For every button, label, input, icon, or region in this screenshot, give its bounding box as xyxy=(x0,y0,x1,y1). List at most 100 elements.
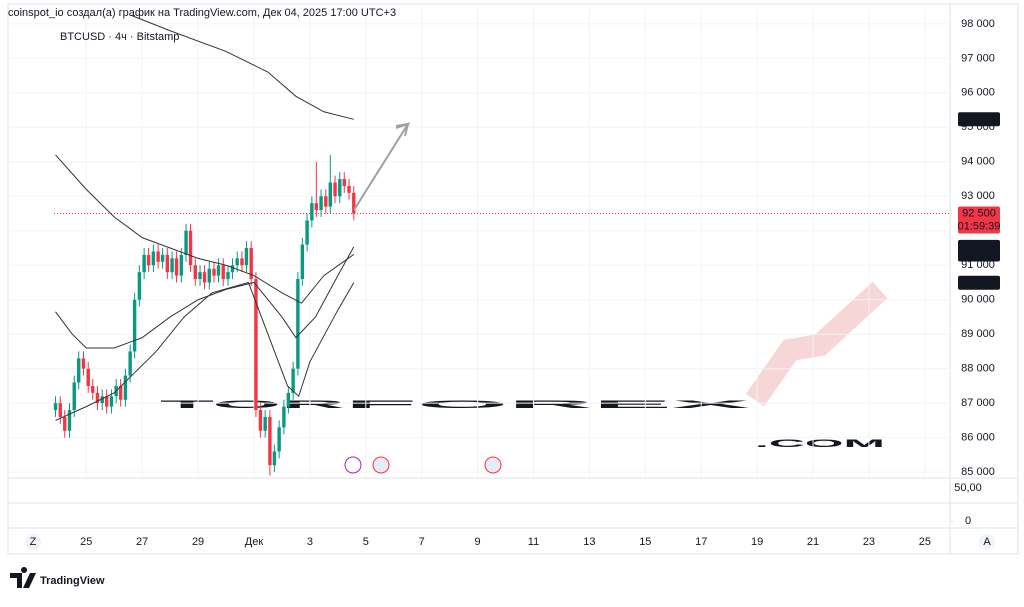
candle-body xyxy=(179,254,184,276)
y-tick-label: 94 000 xyxy=(961,156,995,168)
scale-button-label: Z xyxy=(30,536,37,548)
watermark-arrow xyxy=(745,281,888,407)
scale-button-label: A xyxy=(983,536,991,548)
x-tick-label: 9 xyxy=(475,536,481,548)
x-tick-label: 15 xyxy=(639,536,651,548)
moving-average xyxy=(55,246,355,349)
candle-body xyxy=(86,368,90,386)
price-label-box xyxy=(958,206,1000,234)
candle-body xyxy=(81,358,86,369)
x-tick-label: 5 xyxy=(363,536,369,548)
candle-body xyxy=(132,299,137,352)
y-tick-label: 97 000 xyxy=(961,52,995,64)
candle-body xyxy=(324,196,328,207)
candle-body xyxy=(63,416,67,431)
candle-body xyxy=(319,196,323,211)
candle-body xyxy=(198,272,202,280)
candle-body xyxy=(174,258,179,276)
candle-body xyxy=(328,182,332,207)
candle-body xyxy=(212,268,216,276)
y-tick-label: 88 000 xyxy=(961,363,995,375)
y-tick-label: 86 000 xyxy=(961,432,995,444)
candle-body xyxy=(146,254,151,266)
logo-icon xyxy=(10,567,36,588)
x-tick-label: 27 xyxy=(136,536,148,548)
candle-body xyxy=(67,410,72,431)
x-tick-label: 11 xyxy=(528,536,539,548)
x-tick-label: 19 xyxy=(751,536,763,548)
candle-body xyxy=(95,392,100,404)
candle-body xyxy=(77,358,81,383)
y-tick-label: 89 000 xyxy=(961,328,995,340)
event-icons xyxy=(344,456,502,474)
arrow-head xyxy=(395,122,410,137)
y-tick-label: 96 000 xyxy=(961,87,995,99)
plot xyxy=(8,8,950,478)
candle-body xyxy=(338,179,342,197)
price-label: 92 500 xyxy=(962,207,996,219)
candle-body xyxy=(202,272,207,283)
candle-body xyxy=(333,182,337,197)
candle-body xyxy=(286,392,291,407)
frame xyxy=(7,3,1019,555)
scale-button[interactable] xyxy=(979,534,995,550)
y-tick-label: 90 000 xyxy=(961,294,995,306)
y-tick-label: 85 000 xyxy=(961,466,995,478)
x-tick-label: 25 xyxy=(80,536,92,548)
candle-body xyxy=(347,185,351,193)
candle-body xyxy=(156,251,160,262)
x-tick-label: 13 xyxy=(583,536,595,548)
candle-body xyxy=(249,248,253,280)
x-tick-label: 29 xyxy=(192,536,204,548)
event-icon[interactable] xyxy=(484,456,502,474)
brand: TradingView xyxy=(40,575,105,587)
candle-body xyxy=(230,265,235,273)
y-tick-label: 91 000 xyxy=(961,259,995,271)
scale-button[interactable] xyxy=(25,534,41,550)
candle-body xyxy=(188,230,193,266)
price-label-box xyxy=(958,247,1000,262)
candle-body xyxy=(142,254,146,273)
candle-body xyxy=(221,265,225,280)
candle-body xyxy=(128,351,132,376)
y-tick-label: 87 000 xyxy=(961,397,995,409)
event-icon[interactable] xyxy=(372,456,390,474)
x-tick-label: 17 xyxy=(695,536,707,548)
x-tick-label: Дек xyxy=(245,536,264,548)
header: coinspot_io создал(а) график на TradingV… xyxy=(8,7,396,19)
candle-body xyxy=(109,396,114,407)
moving-average xyxy=(55,154,355,304)
arrow-drawing xyxy=(353,122,411,211)
price-label-box xyxy=(958,112,1000,127)
event-icon[interactable] xyxy=(344,456,362,474)
candle-body xyxy=(277,427,281,452)
price-label-box xyxy=(958,275,1000,290)
y-tick-label: 93 000 xyxy=(961,190,995,202)
y2-tick-label: 0 xyxy=(965,515,971,527)
symbol-title: BTCUSD · 4ч · Bitstamp xyxy=(60,31,179,43)
x-tick-label: 25 xyxy=(919,536,931,548)
logo: TradingView xyxy=(10,567,105,588)
moving-average xyxy=(130,14,354,120)
moving-average xyxy=(55,281,355,421)
candle-body xyxy=(137,272,142,300)
candle-body xyxy=(216,265,221,276)
price-label: 90 494 xyxy=(962,277,996,289)
y2-tick-label: 50,00 xyxy=(954,482,982,494)
candle-body xyxy=(268,416,272,466)
candle-body xyxy=(165,254,170,273)
watermark-text: TOR xyxy=(160,399,345,411)
x-tick-label: 3 xyxy=(307,536,313,548)
candle-body xyxy=(104,396,109,407)
candle-body xyxy=(282,406,286,428)
candle-body xyxy=(226,272,230,280)
candle-body xyxy=(272,451,277,466)
price-label: 91 313 xyxy=(962,248,996,260)
candle-body xyxy=(291,368,295,393)
candle-body xyxy=(170,258,174,273)
candle-body xyxy=(151,251,156,266)
candle-body xyxy=(240,258,244,266)
watermark-text: .COM xyxy=(755,438,885,450)
candle-body xyxy=(235,258,239,266)
